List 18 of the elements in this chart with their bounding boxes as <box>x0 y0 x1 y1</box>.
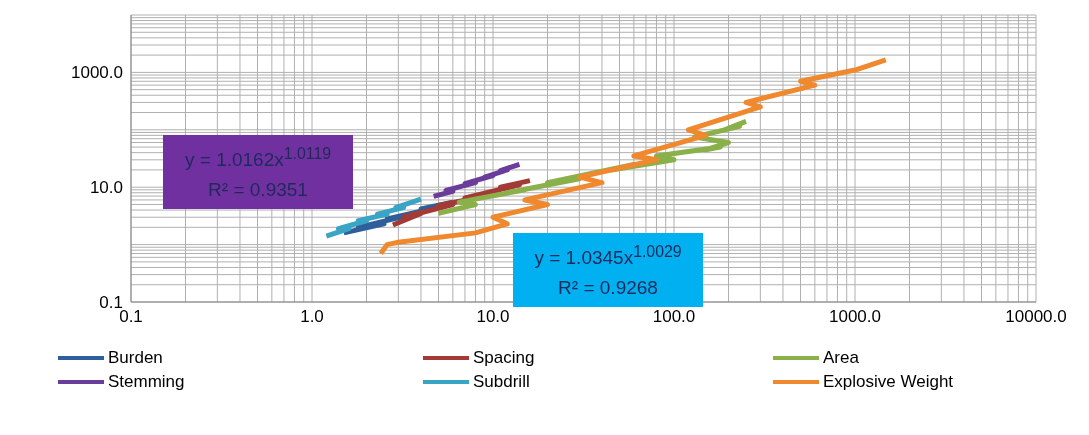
annotation: y = 1.0162x$^{1.0119}$ <box>184 144 332 173</box>
y-tick-label: 1000.0 <box>71 63 123 83</box>
x-tick-label: 100.0 <box>652 307 696 327</box>
y-tick-label: 10.0 <box>89 178 123 198</box>
legend-label: Spacing <box>473 348 535 368</box>
x-tick-label: 1.0 <box>300 307 324 327</box>
legend-label: Stemming <box>108 372 185 392</box>
legend-label: Explosive Weight <box>823 372 954 392</box>
legend-label: Burden <box>108 348 163 368</box>
x-tick-label: 1000.0 <box>829 307 881 327</box>
x-tick-label: 10000.0 <box>1005 307 1067 327</box>
x-tick-label: 10.0 <box>476 307 510 327</box>
annotation: R² = 0.9351 <box>207 178 309 203</box>
x-tick-label: 0.1 <box>119 307 143 327</box>
annotation: R² = 0.9268 <box>557 276 659 301</box>
legend-label: Area <box>823 348 859 368</box>
legend-label: Subdrill <box>473 372 530 392</box>
annotation: y = 1.0345x$^{1.0029}$ <box>533 242 683 271</box>
